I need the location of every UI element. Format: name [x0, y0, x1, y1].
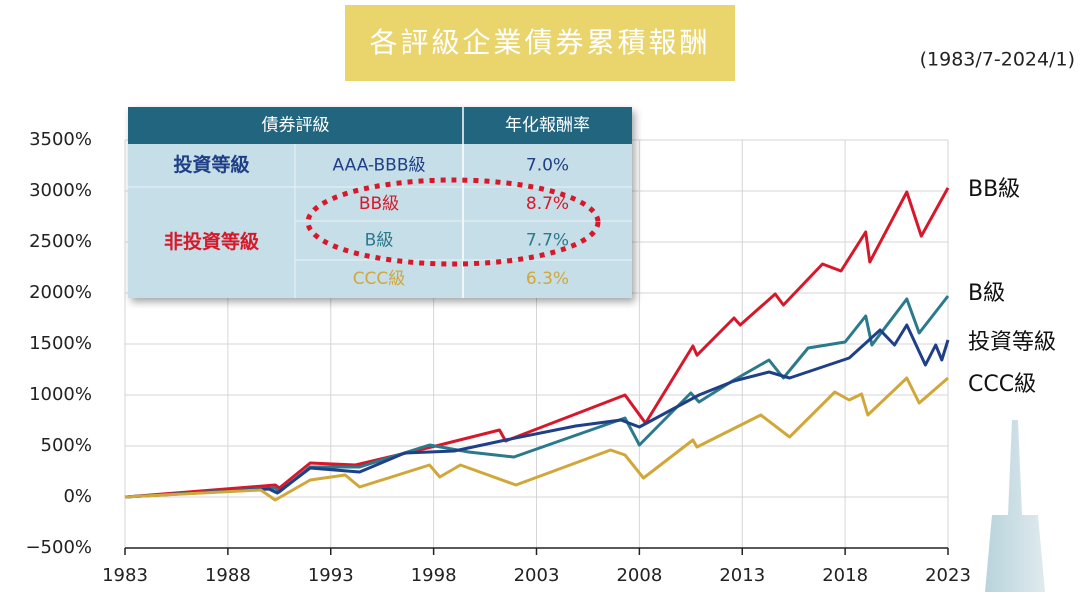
y-tick-label: 3000% — [29, 180, 92, 201]
x-tick-label: 1998 — [411, 565, 457, 586]
table-header-cell: 年化報酬率 — [505, 116, 590, 136]
x-tick-label: 2003 — [514, 565, 560, 586]
chart-subtitle: (1983/7-2024/1) — [920, 49, 1075, 71]
rating-cell: CCC級 — [353, 269, 406, 289]
y-tick-label: 3500% — [29, 129, 92, 150]
table-header-cell: 債券評級 — [262, 116, 330, 136]
table-header — [128, 107, 632, 144]
return-cell: 7.0% — [526, 156, 569, 176]
x-tick-label: 2023 — [925, 565, 971, 586]
group-cell: 非投資等級 — [164, 230, 259, 253]
x-tick-label: 2008 — [616, 565, 662, 586]
y-tick-label: 2500% — [29, 231, 92, 252]
series-line — [124, 323, 950, 499]
rating-cell: BB級 — [359, 194, 399, 214]
return-cell: 8.7% — [526, 194, 569, 214]
series-line — [124, 187, 950, 499]
x-tick-label: 2013 — [719, 565, 765, 586]
return-cell: 6.3% — [526, 269, 569, 289]
y-tick-label: 0% — [63, 486, 92, 507]
group-cell: 投資等級 — [173, 153, 249, 176]
y-tick-label: 1000% — [29, 384, 92, 405]
chart-title: 各評級企業債券累積報酬 — [369, 26, 710, 59]
y-tick-label: −500% — [25, 537, 92, 558]
return-cell: 7.7% — [526, 231, 569, 251]
rating-cell: AAA-BBB級 — [333, 156, 426, 176]
rating-cell: B級 — [365, 231, 394, 251]
series-label: 投資等級 — [968, 330, 1056, 355]
building-decoration — [985, 420, 1045, 592]
highlight-ellipse — [305, 177, 601, 267]
x-tick-label: 1993 — [308, 565, 354, 586]
y-tick-label: 2000% — [29, 282, 92, 303]
x-tick-label: 2018 — [822, 565, 868, 586]
y-tick-label: 1500% — [29, 333, 92, 354]
series-label: B級 — [968, 281, 1005, 306]
x-tick-label: 1988 — [205, 565, 251, 586]
series-label: CCC級 — [968, 372, 1036, 397]
series-line — [124, 376, 949, 502]
x-tick-label: 1983 — [102, 565, 148, 586]
series-label: BB級 — [968, 177, 1020, 202]
y-tick-label: 500% — [41, 435, 92, 456]
title-box — [345, 5, 735, 81]
